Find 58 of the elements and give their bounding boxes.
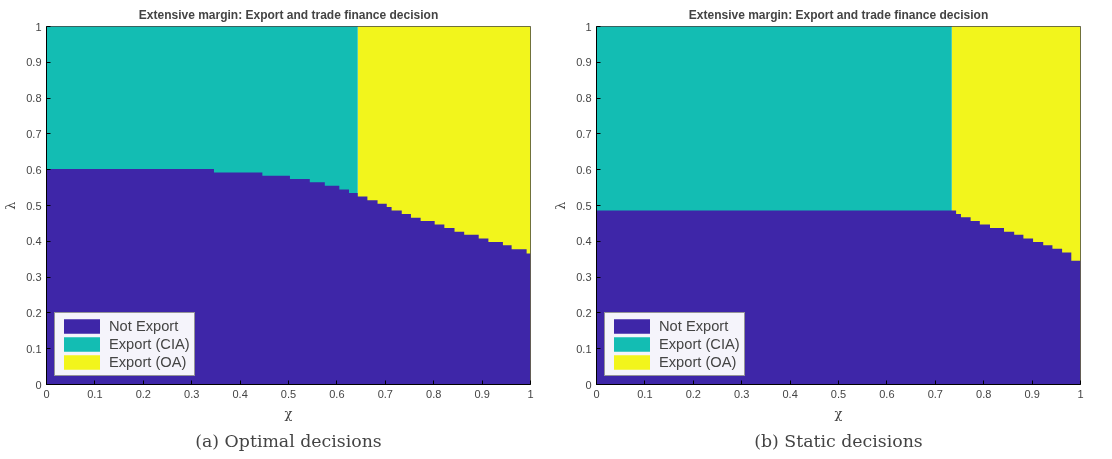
y-tick-label: 0.9: [26, 56, 42, 69]
x-tick-label: 0.1: [87, 387, 103, 400]
x-tick-label: 0.8: [976, 387, 992, 400]
y-tick-label: 0.5: [576, 199, 592, 212]
x-tick-label: 0.4: [232, 387, 248, 400]
x-tick-label: 0.5: [280, 387, 297, 400]
y-tick-label: 0.8: [26, 92, 42, 105]
chart-title: Extensive margin: Export and trade finance decision: [688, 7, 989, 22]
chart-title: Extensive margin: Export and trade finance decision: [138, 7, 439, 22]
y-tick-label: 0.1: [26, 342, 42, 355]
text: (a) Optimal decisions: [195, 430, 382, 451]
x-tick-label: 0: [43, 387, 50, 400]
x-tick-label: 1: [527, 387, 534, 400]
y-tick-label: 0.2: [26, 306, 42, 319]
y-tick-label: 0.7: [26, 127, 42, 140]
text: (b) Static decisions: [754, 430, 923, 451]
y-tick-label: 0.4: [576, 235, 592, 248]
y-tick-label: 1: [585, 20, 592, 33]
x-tick-label: 0.6: [329, 387, 345, 400]
x-tick-label: 0.4: [782, 387, 798, 400]
y-axis-title: λ: [553, 201, 569, 210]
y-tick-label: 0.3: [576, 271, 592, 284]
legend-label: Export (CIA): [109, 335, 190, 353]
x-tick-label: 0.8: [426, 387, 442, 400]
x-tick-label: 0.2: [685, 387, 701, 400]
y-tick-label: 0.4: [26, 235, 42, 248]
y-tick-label: 0.6: [26, 163, 42, 176]
y-tick-label: 0: [35, 378, 42, 391]
legend-label: Export (OA): [659, 353, 737, 371]
y-tick-label: 0.1: [576, 342, 592, 355]
y-tick-label: 0.7: [576, 127, 592, 140]
x-tick-label: 0.6: [879, 387, 895, 400]
y-tick-label: 0.2: [576, 306, 592, 319]
x-tick-label: 0.3: [734, 387, 750, 400]
x-tick-label: 0.1: [637, 387, 653, 400]
x-tick-label: 0.3: [184, 387, 200, 400]
x-tick-label: 0: [593, 387, 600, 400]
y-tick-label: 0.5: [26, 199, 42, 212]
y-tick-label: 0.8: [576, 92, 592, 105]
x-axis-title: χ: [834, 405, 843, 421]
x-tick-label: 0.7: [927, 387, 943, 400]
legend-label: Not Export: [659, 317, 729, 335]
legend-label: Export (OA): [109, 353, 187, 371]
legend-label: Not Export: [109, 317, 179, 335]
x-tick-label: 0.9: [474, 387, 490, 400]
x-tick-label: 0.2: [135, 387, 151, 400]
y-tick-label: 0: [585, 378, 592, 391]
y-axis-title: λ: [3, 201, 19, 210]
x-tick-label: 0.5: [830, 387, 847, 400]
y-tick-label: 1: [35, 20, 42, 33]
x-tick-label: 0.9: [1024, 387, 1040, 400]
x-tick-label: 1: [1077, 387, 1084, 400]
y-tick-label: 0.6: [576, 163, 592, 176]
x-tick-label: 0.7: [377, 387, 393, 400]
y-tick-label: 0.3: [26, 271, 42, 284]
legend-label: Export (CIA): [659, 335, 740, 353]
y-tick-label: 0.9: [576, 56, 592, 69]
x-axis-title: χ: [284, 405, 293, 421]
